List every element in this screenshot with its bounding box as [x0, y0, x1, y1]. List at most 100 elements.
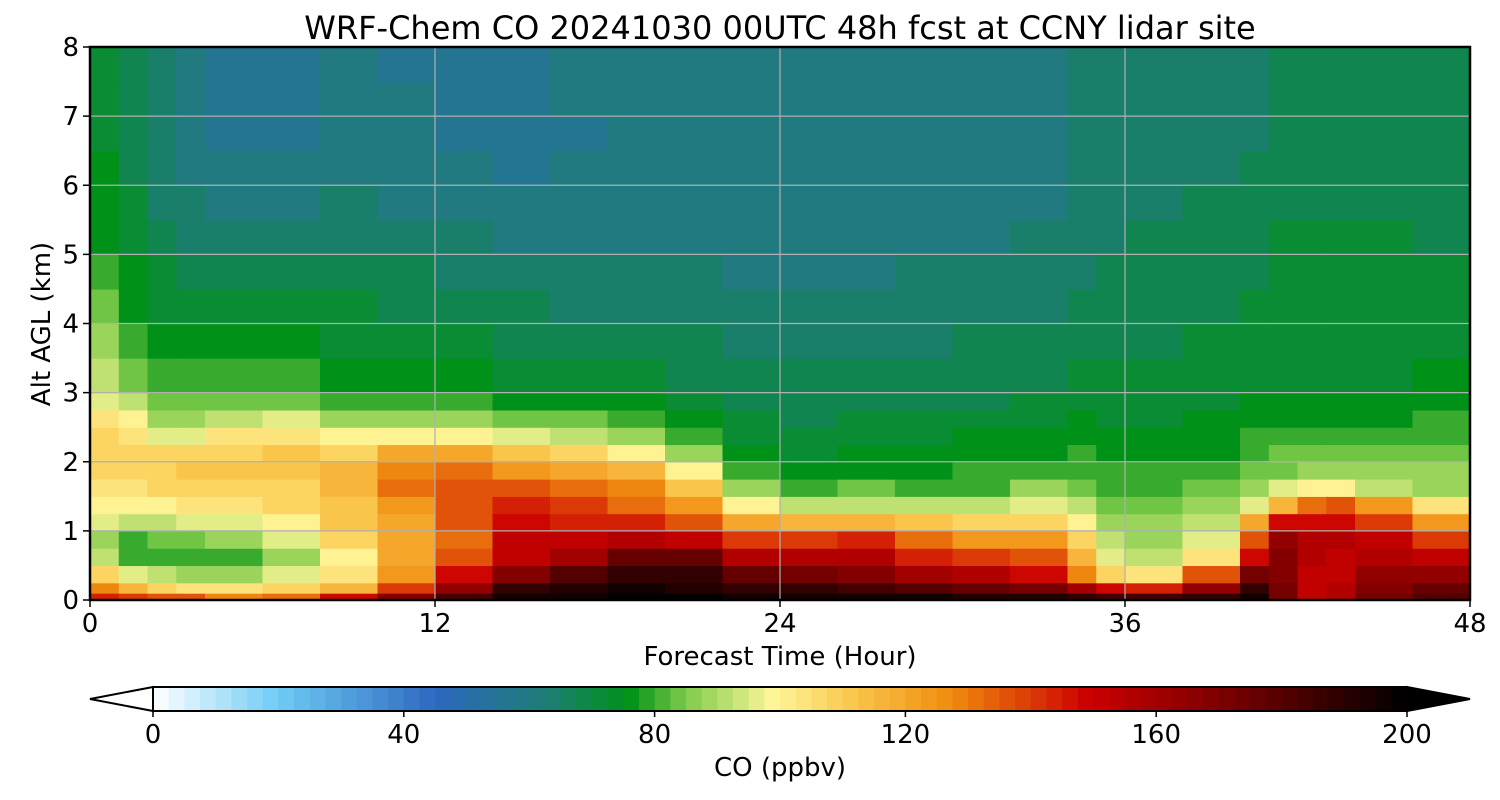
contour-cell	[1297, 81, 1327, 117]
contour-cell	[1125, 530, 1184, 549]
colorbar-band	[356, 687, 373, 711]
colorbar-tick-label: 160	[1131, 720, 1181, 750]
contour-cell	[1268, 582, 1299, 594]
colorbar-extend-low	[89, 685, 154, 713]
contour-cell	[147, 548, 177, 567]
contour-cell	[665, 185, 724, 221]
contour-cell	[780, 548, 839, 567]
contour-cell	[895, 444, 954, 463]
contour-cell	[205, 150, 264, 186]
colorbar-band	[388, 687, 405, 711]
contour-cell	[550, 593, 609, 601]
contour-cell	[1297, 185, 1327, 221]
contour-cell	[1268, 81, 1299, 117]
contour-cell	[895, 219, 954, 255]
contour-cell	[492, 185, 551, 221]
contour-cell	[492, 358, 551, 394]
contour-cell	[1067, 496, 1097, 515]
contour-cell	[1010, 513, 1069, 532]
contour-cell	[665, 81, 724, 117]
plot-area	[88, 45, 1472, 602]
contour-cell	[1297, 548, 1327, 567]
contour-cell	[262, 496, 321, 515]
contour-cell	[118, 582, 149, 594]
contour-cell	[837, 444, 896, 463]
contour-cell	[262, 185, 321, 221]
contour-cell	[435, 409, 494, 428]
colorbar-band	[811, 687, 828, 711]
contour-cell	[1297, 565, 1327, 584]
contour-cell	[952, 219, 1011, 255]
contour-cell	[722, 392, 781, 411]
contour-cell	[722, 358, 781, 394]
contour-cell	[377, 254, 436, 290]
contour-cell	[262, 565, 321, 584]
contour-cell	[1326, 461, 1356, 480]
contour-cell	[607, 288, 666, 325]
contour-cell	[90, 530, 120, 549]
colorbar-band	[638, 687, 656, 711]
contour-cell	[1125, 116, 1184, 152]
contour-cell	[118, 427, 149, 446]
contour-cell	[665, 530, 724, 549]
contour-cell	[90, 288, 120, 325]
contour-cell	[1096, 47, 1126, 83]
contour-cell	[176, 185, 206, 221]
contour-cell	[1182, 582, 1241, 594]
contour-cell	[780, 593, 839, 601]
contour-cell	[205, 47, 264, 83]
contour-cell	[320, 47, 379, 83]
contour-cell	[607, 530, 666, 549]
contour-cell	[780, 358, 839, 394]
contour-cell	[1182, 409, 1241, 428]
contour-cell	[1412, 582, 1471, 594]
contour-cell	[320, 254, 379, 290]
contour-cell	[320, 461, 379, 480]
contour-cell	[205, 81, 264, 117]
contour-cell	[1355, 288, 1414, 325]
contour-cell	[1297, 593, 1327, 601]
contour-cell	[90, 548, 120, 567]
y-axis-label: Alt AGL (km)	[27, 242, 57, 406]
contour-cell	[722, 185, 781, 221]
contour-cell	[837, 496, 896, 515]
contour-cell	[837, 427, 896, 446]
contour-cell	[147, 593, 177, 601]
contour-cell	[118, 323, 149, 359]
contour-cell	[952, 593, 1011, 601]
contour-cell	[665, 116, 724, 152]
contour-cell	[665, 392, 724, 411]
contour-cell	[952, 288, 1011, 325]
contour-cell	[665, 548, 724, 567]
contour-cell	[1297, 444, 1327, 463]
colorbar-band	[247, 687, 264, 711]
contour-cell	[1326, 513, 1356, 532]
contour-cell	[1268, 116, 1299, 152]
contour-cell	[1067, 185, 1097, 221]
contour-cell	[1326, 150, 1356, 186]
contour-cell	[1125, 81, 1184, 117]
contour-cell	[837, 593, 896, 601]
contour-cell	[377, 81, 436, 117]
contour-cell	[435, 427, 494, 446]
contour-cell	[118, 444, 149, 463]
contour-cell	[1240, 444, 1270, 463]
contour-cell	[1067, 323, 1097, 359]
contour-cell	[90, 582, 120, 594]
contour-cell	[118, 496, 149, 515]
contour-cell	[1326, 409, 1356, 428]
contour-cell	[1125, 565, 1184, 584]
contour-cell	[1297, 530, 1327, 549]
contour-cell	[377, 548, 436, 567]
colorbar-band	[419, 687, 436, 711]
colorbar-band	[1062, 687, 1079, 711]
colorbar-band	[372, 687, 389, 711]
contour-cell	[377, 565, 436, 584]
colorbar-band	[999, 687, 1016, 711]
x-axis: 0 12 24 36 48	[82, 600, 1487, 639]
contour-cell	[1067, 409, 1097, 428]
y-tick-label: 3	[62, 379, 79, 409]
contour-cell	[1240, 288, 1270, 325]
contour-cell	[147, 323, 177, 359]
